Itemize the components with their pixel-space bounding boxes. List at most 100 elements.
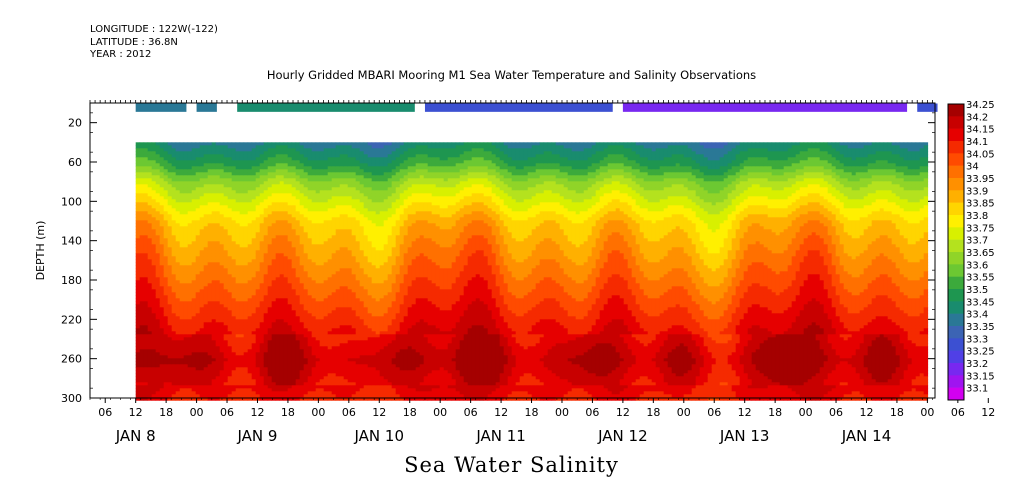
heatmap-cell: [223, 235, 229, 239]
heatmap-cell: [167, 262, 173, 266]
heatmap-cell: [215, 241, 221, 245]
heatmap-cell: [327, 193, 333, 197]
heatmap-cell: [219, 175, 225, 179]
heatmap-cell: [243, 376, 249, 380]
heatmap-cell: [291, 175, 297, 179]
heatmap-cell: [195, 157, 201, 161]
heatmap-cell: [135, 187, 141, 191]
heatmap-cell: [203, 382, 209, 386]
heatmap-cell: [271, 337, 277, 341]
heatmap-cell: [211, 247, 217, 251]
heatmap-cell: [263, 187, 269, 191]
heatmap-cell: [287, 172, 293, 176]
heatmap-cell: [291, 391, 297, 395]
heatmap-cell: [263, 304, 269, 308]
heatmap-cell: [335, 292, 341, 296]
heatmap-cell: [323, 388, 329, 392]
heatmap-cell: [363, 193, 369, 197]
heatmap-cell: [327, 280, 333, 284]
heatmap-cell: [283, 295, 289, 299]
heatmap-cell: [331, 316, 337, 320]
heatmap-cell: [143, 163, 149, 167]
heatmap-cell: [351, 382, 357, 386]
heatmap-cell: [259, 256, 265, 260]
heatmap-cell: [263, 286, 269, 290]
heatmap-cell: [179, 208, 185, 212]
heatmap-cell: [287, 370, 293, 374]
heatmap-cell: [315, 394, 321, 398]
heatmap-cell: [179, 187, 185, 191]
heatmap-cell: [251, 250, 257, 254]
heatmap-cell: [183, 367, 189, 371]
heatmap-cell: [251, 382, 257, 386]
heatmap-cell: [367, 151, 373, 155]
heatmap-cell: [175, 277, 181, 281]
heatmap-cell: [159, 277, 165, 281]
heatmap-cell: [183, 301, 189, 305]
heatmap-cell: [175, 160, 181, 164]
heatmap-cell: [335, 373, 341, 377]
heatmap-cell: [175, 166, 181, 170]
heatmap-cell: [207, 175, 213, 179]
heatmap-cell: [223, 301, 229, 305]
heatmap-cell: [271, 349, 277, 353]
heatmap-cell: [351, 289, 357, 293]
heatmap-cell: [139, 325, 145, 329]
heatmap-cell: [327, 190, 333, 194]
heatmap-cell: [163, 289, 169, 293]
heatmap-cell: [303, 316, 309, 320]
heatmap-cell: [351, 154, 357, 158]
heatmap-cell: [251, 232, 257, 236]
heatmap-cell: [319, 205, 325, 209]
heatmap-cell: [171, 271, 177, 275]
heatmap-cell: [339, 187, 345, 191]
heatmap-cell: [307, 388, 313, 392]
heatmap-cell: [255, 247, 261, 251]
heatmap-cell: [231, 145, 237, 149]
heatmap-cell: [355, 268, 361, 272]
heatmap-cell: [167, 160, 173, 164]
heatmap-cell: [275, 226, 281, 230]
heatmap-cell: [151, 256, 157, 260]
heatmap-cell: [359, 331, 365, 335]
heatmap-cell: [179, 388, 185, 392]
heatmap-cell: [347, 220, 353, 224]
heatmap-cell: [227, 292, 233, 296]
heatmap-cell: [263, 385, 269, 389]
heatmap-cell: [215, 214, 221, 218]
heatmap-cell: [363, 220, 369, 224]
heatmap-cell: [155, 340, 161, 344]
heatmap-cell: [159, 322, 165, 326]
heatmap-cell: [311, 295, 317, 299]
heatmap-cell: [223, 289, 229, 293]
heatmap-cell: [231, 328, 237, 332]
heatmap-cell: [211, 298, 217, 302]
heatmap-cell: [243, 157, 249, 161]
heatmap-cell: [307, 241, 313, 245]
latitude-label: LATITUDE : 36.8N: [90, 37, 178, 48]
heatmap-cell: [335, 343, 341, 347]
heatmap-cell: [315, 211, 321, 215]
heatmap-cell: [267, 271, 273, 275]
heatmap-cell: [243, 388, 249, 392]
heatmap-cell: [263, 328, 269, 332]
heatmap-cell: [211, 235, 217, 239]
heatmap-cell: [163, 181, 169, 185]
heatmap-cell: [231, 160, 237, 164]
heatmap-cell: [199, 376, 205, 380]
heatmap-cell: [215, 157, 221, 161]
heatmap-cell: [311, 361, 317, 365]
heatmap-cell: [363, 166, 369, 170]
heatmap-cell: [143, 355, 149, 359]
heatmap-cell: [287, 286, 293, 290]
heatmap-cell: [319, 196, 325, 200]
heatmap-cell: [139, 190, 145, 194]
heatmap-cell: [355, 382, 361, 386]
heatmap-cell: [339, 313, 345, 317]
heatmap-cell: [163, 235, 169, 239]
heatmap-cell: [311, 292, 317, 296]
heatmap-cell: [179, 316, 185, 320]
heatmap-cell: [227, 337, 233, 341]
heatmap-cell: [135, 289, 141, 293]
heatmap-cell: [355, 340, 361, 344]
